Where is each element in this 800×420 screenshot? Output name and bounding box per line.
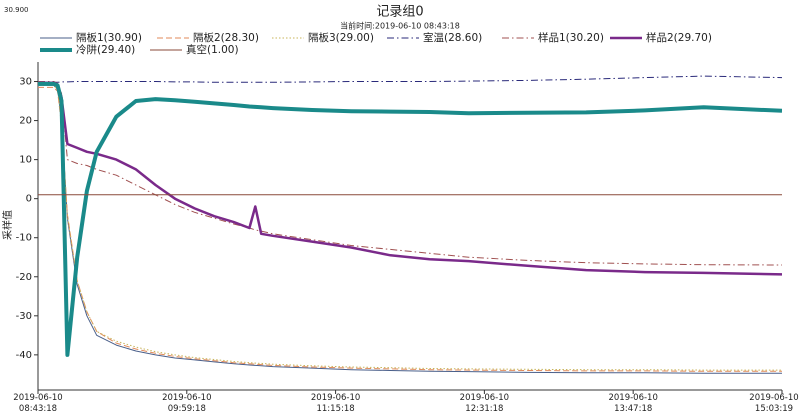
series-line	[38, 75, 782, 83]
x-tick-label: 2019-06-10 09:59:18	[162, 393, 212, 414]
x-tick-label: 2019-06-10 12:31:18	[459, 393, 510, 414]
y-axis-label: 采样值	[1, 210, 14, 240]
y-tick-label: 20	[19, 116, 32, 127]
series-line	[38, 81, 782, 357]
legend-label: 样品2(29.70)	[646, 31, 712, 44]
legend-label: 真空(1.00)	[186, 43, 239, 56]
legend-label: 样品1(30.20)	[538, 31, 604, 44]
y-tick-label: -20	[16, 272, 32, 283]
legend-label: 隔板1(30.90)	[76, 31, 142, 44]
chart-title: 记录组0	[376, 5, 423, 20]
y-tick-label: -40	[16, 350, 32, 361]
y-tick-label: -10	[16, 233, 32, 244]
corner-label: 30.900	[4, 6, 29, 14]
series-line	[38, 84, 782, 374]
chart-subtitle: 当前时间:2019-06-10 08:43:18	[340, 21, 460, 31]
legend-label: 冷阱(29.40)	[76, 43, 135, 56]
legend-label: 隔板3(29.00)	[308, 31, 374, 44]
legend-label: 室温(28.60)	[423, 31, 482, 44]
y-tick-label: -30	[16, 311, 32, 322]
series-line	[38, 84, 782, 371]
x-tick-label: 2019-06-10 08:43:18	[13, 393, 63, 414]
y-tick-label: 10	[19, 155, 32, 166]
x-tick-label: 2019-06-10 15:03:19	[749, 393, 799, 414]
x-tick-label: 2019-06-10 13:47:18	[608, 393, 658, 414]
y-tick-label: 30	[19, 77, 32, 88]
series-line	[38, 86, 782, 372]
x-tick-label: 2019-06-10 11:15:18	[310, 393, 361, 414]
y-tick-label: 0	[26, 194, 32, 205]
legend-label: 隔板2(28.30)	[193, 31, 259, 44]
